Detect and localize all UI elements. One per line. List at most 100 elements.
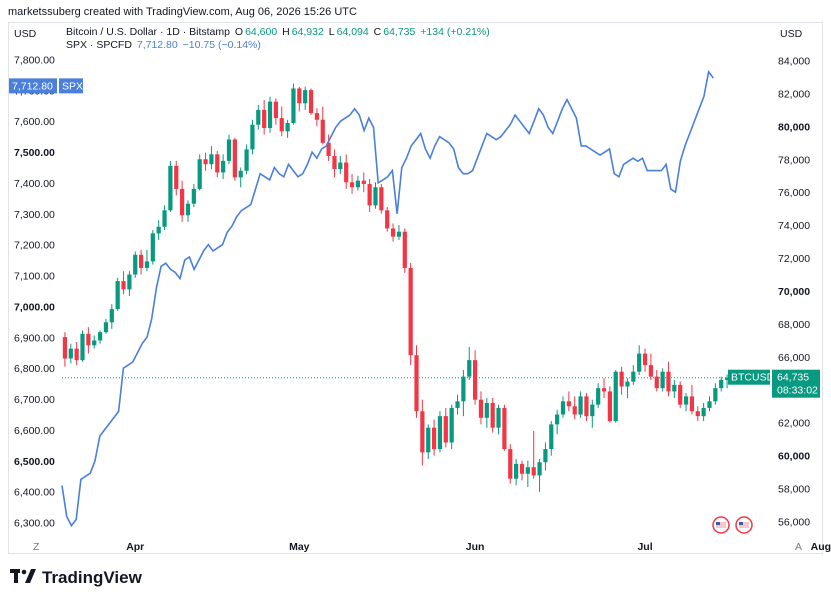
candle-body xyxy=(86,333,91,346)
left-tick-label: 6,900.00 xyxy=(14,332,55,344)
candle xyxy=(344,154,349,189)
tradingview-brand[interactable]: TradingView xyxy=(10,568,142,588)
candle-body xyxy=(555,414,560,425)
candle xyxy=(619,366,624,395)
right-tick-label: 82,000 xyxy=(778,88,810,100)
candle xyxy=(431,419,437,456)
candle xyxy=(279,106,284,137)
candle-body xyxy=(238,170,243,178)
candle xyxy=(402,228,407,273)
candle xyxy=(385,207,390,232)
candle-body xyxy=(74,348,79,361)
low-label: L xyxy=(328,26,335,38)
candle-body xyxy=(355,180,361,188)
candle-body xyxy=(455,401,460,408)
candle-body xyxy=(256,109,261,125)
candle-body xyxy=(332,155,337,170)
candle xyxy=(162,205,167,231)
candle-body xyxy=(619,371,624,387)
candle xyxy=(138,249,144,275)
candle xyxy=(326,134,331,161)
candle-body xyxy=(408,267,413,356)
candle-body xyxy=(285,123,290,132)
candle-body xyxy=(519,463,525,474)
candle-body xyxy=(514,463,519,479)
btc-price-badge-bg xyxy=(772,369,820,398)
candle-body xyxy=(80,333,85,361)
candle xyxy=(420,399,425,466)
btc-timer-badge: 08:33:02 xyxy=(777,385,818,397)
candle-body xyxy=(683,396,689,405)
candle xyxy=(156,220,161,240)
candle-body xyxy=(484,402,489,418)
candle xyxy=(514,458,519,486)
candle-body xyxy=(361,180,366,184)
candle-body xyxy=(320,119,325,143)
candle-body xyxy=(209,154,214,165)
candle xyxy=(449,404,454,450)
candle xyxy=(390,223,396,242)
candle xyxy=(531,430,536,479)
candle-body xyxy=(262,109,267,128)
candle xyxy=(560,396,566,418)
right-price-axis: 56,00058,00060,00062,00064,00066,00068,0… xyxy=(778,55,810,528)
candle-body xyxy=(338,162,343,170)
spx-series-legend[interactable]: SPX · SPCFD 7,712.80 −10.75 (−0.14%) xyxy=(66,39,263,51)
candle-body xyxy=(308,90,314,114)
candle xyxy=(109,304,114,329)
candle-body xyxy=(185,203,191,216)
candle xyxy=(519,460,525,481)
us-event-flag-icon xyxy=(735,516,753,534)
candle xyxy=(355,175,361,191)
candle xyxy=(637,345,642,375)
candle-body xyxy=(672,384,677,392)
right-tick-label: 66,000 xyxy=(778,352,810,364)
candle xyxy=(150,230,155,265)
candle-body xyxy=(138,254,144,268)
candle xyxy=(590,399,595,428)
candle-body xyxy=(724,377,730,380)
candle-body xyxy=(68,348,73,359)
candle xyxy=(543,442,548,471)
candle-body xyxy=(221,160,226,173)
candle-body xyxy=(314,113,320,120)
right-tick-label: 62,000 xyxy=(778,418,810,430)
candle xyxy=(502,404,507,451)
candle xyxy=(197,154,202,191)
right-tick-label: 58,000 xyxy=(778,484,810,496)
right-tick-label: 60,000 xyxy=(778,451,810,463)
candle xyxy=(426,424,431,459)
candle xyxy=(607,386,612,423)
candle xyxy=(121,271,126,295)
candle xyxy=(414,345,419,418)
candle-body xyxy=(373,187,378,206)
candle-body xyxy=(584,396,589,417)
candle-body xyxy=(273,101,278,119)
candle xyxy=(103,318,109,334)
right-tick-label: 68,000 xyxy=(778,319,810,331)
spx-line-layer xyxy=(61,69,714,528)
right-tick-label: 78,000 xyxy=(778,154,810,166)
candle xyxy=(490,398,495,433)
candle xyxy=(695,406,700,422)
candle-body xyxy=(578,396,583,415)
candle xyxy=(74,342,79,366)
candle xyxy=(566,391,571,412)
candle-body xyxy=(625,381,630,387)
candle xyxy=(250,119,255,155)
candle xyxy=(226,134,232,165)
left-tick-label: 7,400.00 xyxy=(14,178,55,190)
left-tick-label: 7,000.00 xyxy=(14,301,55,313)
candle-body xyxy=(144,261,150,268)
candle xyxy=(373,182,378,209)
candle xyxy=(68,343,73,364)
candle-body xyxy=(642,353,648,366)
right-tick-label: 84,000 xyxy=(778,55,810,67)
left-tick-label: 6,500.00 xyxy=(14,456,55,468)
candle-body xyxy=(162,210,167,227)
x-tick-label: Jul xyxy=(637,541,652,553)
candle xyxy=(496,404,501,435)
